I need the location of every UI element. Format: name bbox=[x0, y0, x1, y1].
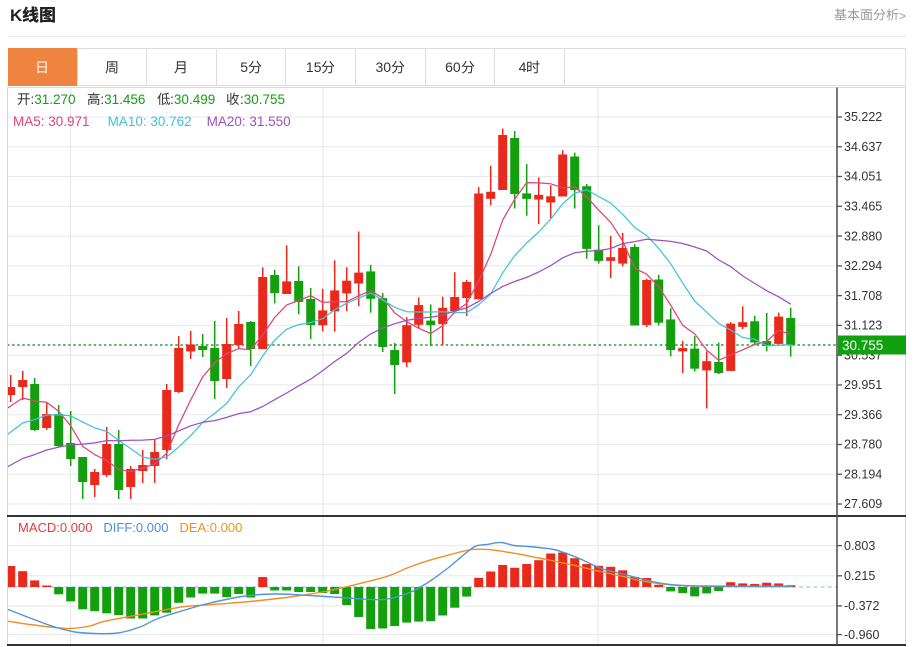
svg-text:32.880: 32.880 bbox=[844, 229, 882, 243]
svg-text:33.465: 33.465 bbox=[844, 200, 882, 214]
svg-text:-0.372: -0.372 bbox=[844, 599, 879, 613]
svg-text:35.222: 35.222 bbox=[844, 110, 882, 124]
svg-text:28.194: 28.194 bbox=[844, 467, 882, 481]
svg-text:29.366: 29.366 bbox=[844, 408, 882, 422]
svg-text:28.780: 28.780 bbox=[844, 438, 882, 452]
svg-text:31.708: 31.708 bbox=[844, 289, 882, 303]
svg-text:31.123: 31.123 bbox=[844, 319, 882, 333]
svg-text:27.609: 27.609 bbox=[844, 497, 882, 511]
svg-text:0.803: 0.803 bbox=[844, 539, 875, 553]
svg-text:32.294: 32.294 bbox=[844, 259, 882, 273]
svg-text:30.755: 30.755 bbox=[842, 338, 883, 353]
svg-text:34.051: 34.051 bbox=[844, 170, 882, 184]
svg-text:-0.960: -0.960 bbox=[844, 628, 879, 642]
svg-text:29.951: 29.951 bbox=[844, 378, 882, 392]
svg-text:0.215: 0.215 bbox=[844, 569, 875, 583]
svg-text:34.637: 34.637 bbox=[844, 140, 882, 154]
